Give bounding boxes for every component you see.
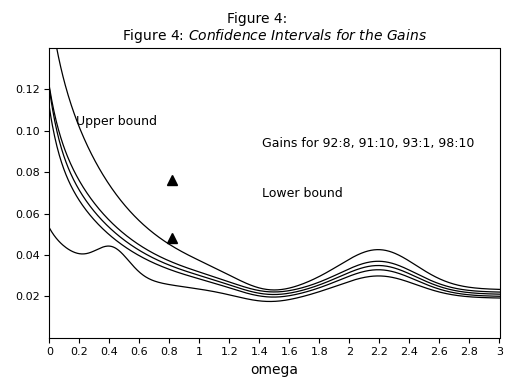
Title: Figure 4: $\mathit{Confidence\ Intervals\ for\ the\ Gains}$: Figure 4: $\mathit{Confidence\ Intervals… <box>122 27 427 45</box>
Text: Figure 4:: Figure 4: <box>227 12 291 26</box>
X-axis label: omega: omega <box>251 363 298 377</box>
Text: Upper bound: Upper bound <box>77 114 157 128</box>
Text: Lower bound: Lower bound <box>263 187 343 200</box>
Text: Gains for 92:8, 91:10, 93:1, 98:10: Gains for 92:8, 91:10, 93:1, 98:10 <box>263 137 475 151</box>
